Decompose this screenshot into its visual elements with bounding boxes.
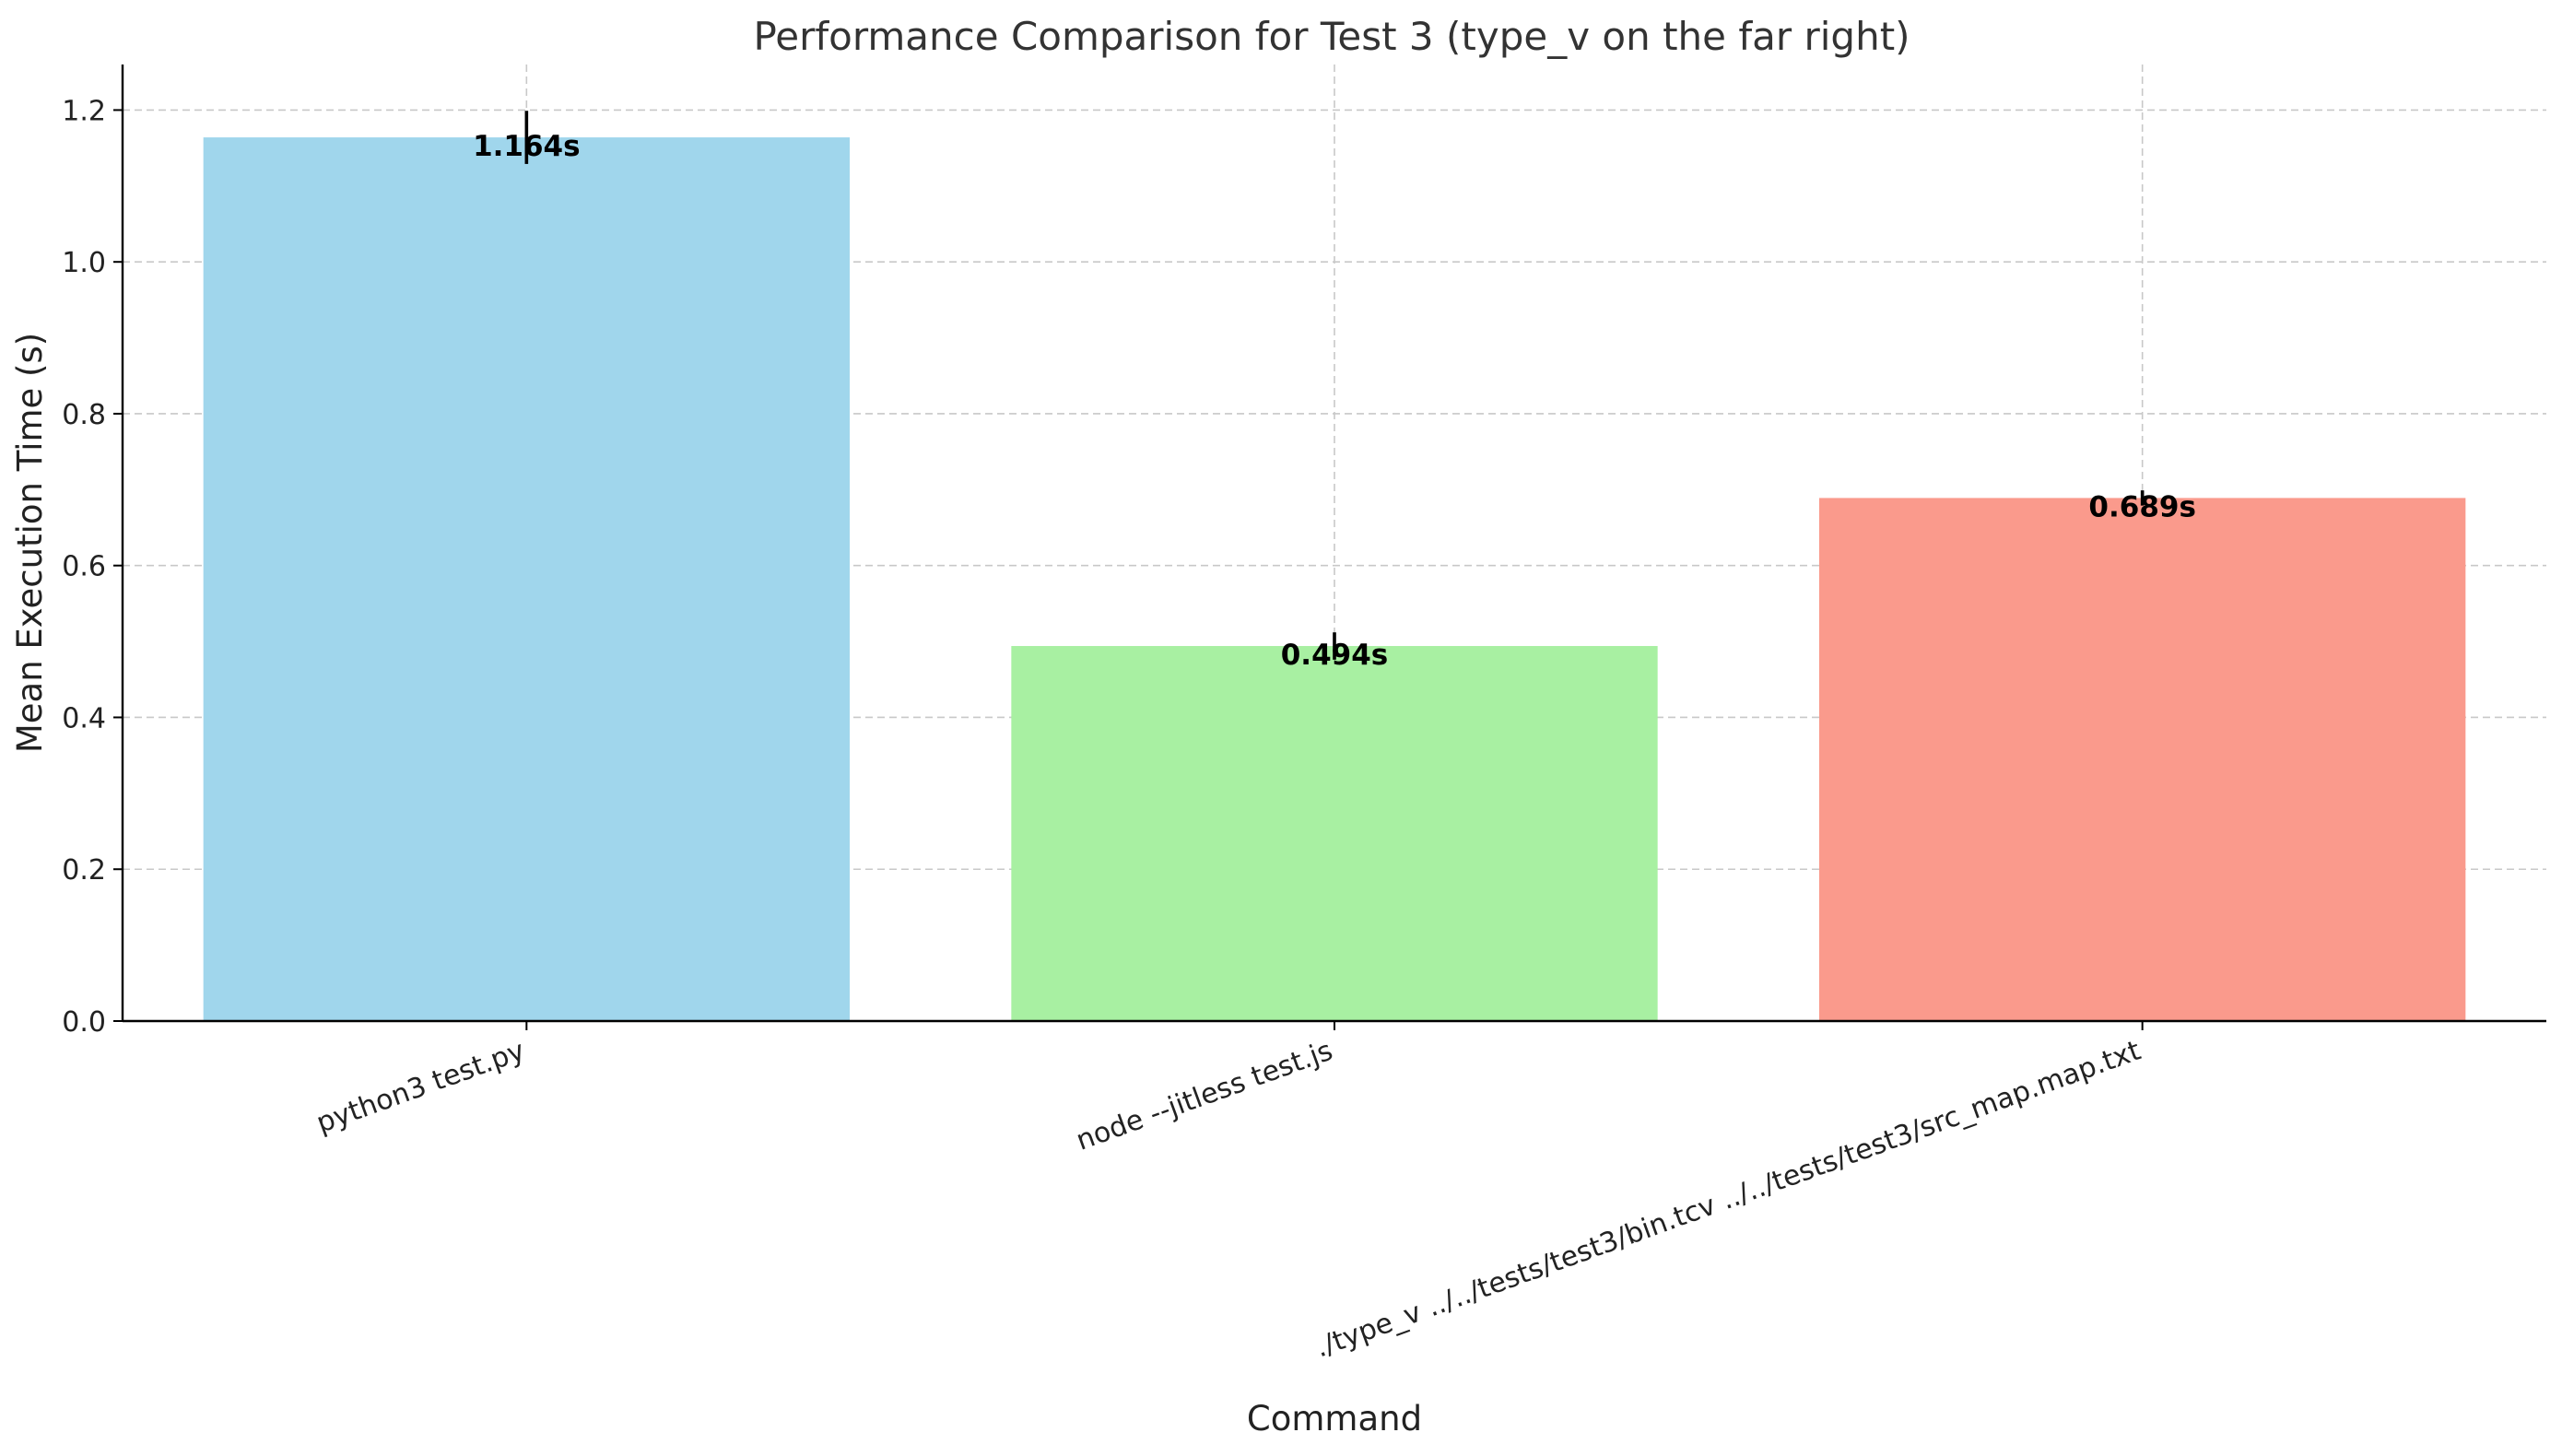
- x-tick-label: python3 test.py: [312, 1035, 529, 1140]
- y-tick-label: 0.0: [62, 1006, 106, 1039]
- y-tick-label: 0.2: [62, 854, 106, 887]
- x-tick-label: node --jitless test.js: [1072, 1035, 1336, 1157]
- bar: [203, 137, 850, 1022]
- bar: [1819, 498, 2466, 1021]
- y-axis-label: Mean Execution Time (s): [10, 333, 50, 753]
- y-tick-label: 0.6: [62, 551, 106, 583]
- x-ticks: python3 test.py node --jitless test.js./t…: [312, 1021, 2145, 1364]
- data-label: 0.494s: [1281, 639, 1389, 672]
- data-labels: 1.164s 0.494s 0.689s: [473, 130, 2196, 672]
- data-label: 1.164s: [473, 130, 581, 163]
- y-tick-label: 1.0: [62, 247, 106, 279]
- y-tick-label: 0.8: [62, 399, 106, 431]
- data-label: 0.689s: [2088, 490, 2196, 523]
- x-axis-label: Command: [1247, 1399, 1422, 1438]
- error-bars: [524, 111, 2145, 660]
- y-ticks: 0.0 0.2 0.4 0.6 0.8 1.0 1.2: [62, 95, 123, 1039]
- chart-title: Performance Comparison for Test 3 (type_…: [753, 14, 1910, 59]
- y-tick-label: 0.4: [62, 702, 106, 734]
- y-tick-label: 1.2: [62, 95, 106, 127]
- bar: [1011, 646, 1658, 1021]
- bars: [203, 137, 2466, 1022]
- x-tick-label: ./type_v ../../tests/test3/bin.tcv ../..…: [1311, 1035, 2145, 1365]
